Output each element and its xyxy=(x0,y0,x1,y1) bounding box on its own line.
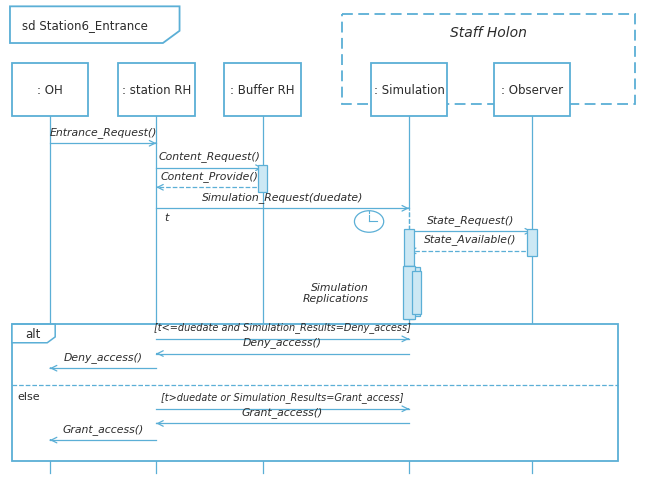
Text: State_Request(): State_Request() xyxy=(427,215,514,225)
Bar xyxy=(258,166,267,193)
Text: : Buffer RH: : Buffer RH xyxy=(231,84,295,97)
Text: [t<=duedate and Simulation_Results=Deny_access]: [t<=duedate and Simulation_Results=Deny_… xyxy=(154,322,411,333)
Bar xyxy=(371,63,447,117)
Text: Staff Holon: Staff Holon xyxy=(450,26,527,40)
Text: sd Station6_Entrance: sd Station6_Entrance xyxy=(22,19,148,32)
Polygon shape xyxy=(12,325,55,343)
Text: [t>duedate or Simulation_Results=Grant_access]: [t>duedate or Simulation_Results=Grant_a… xyxy=(162,392,404,403)
Text: Deny_access(): Deny_access() xyxy=(64,351,142,362)
Text: Deny_access(): Deny_access() xyxy=(243,337,322,347)
Bar xyxy=(12,325,618,461)
Text: Content_Provide(): Content_Provide() xyxy=(160,171,259,182)
Text: : station RH: : station RH xyxy=(122,84,191,97)
Bar xyxy=(118,63,194,117)
Bar xyxy=(412,267,420,316)
Text: Grant_access(): Grant_access() xyxy=(63,423,144,434)
Text: Entrance_Request(): Entrance_Request() xyxy=(49,127,157,138)
Bar xyxy=(11,63,88,117)
Text: alt: alt xyxy=(25,327,41,340)
Bar xyxy=(225,63,301,117)
Bar xyxy=(225,63,301,117)
Bar xyxy=(412,271,421,314)
Text: : Simulation: : Simulation xyxy=(374,84,444,97)
Bar xyxy=(371,63,447,117)
Bar xyxy=(527,229,537,256)
Text: else: else xyxy=(17,391,40,401)
Text: t: t xyxy=(164,213,169,223)
Bar xyxy=(342,15,635,105)
Bar xyxy=(404,229,414,266)
Text: Content_Request(): Content_Request() xyxy=(158,151,261,162)
Text: Grant_access(): Grant_access() xyxy=(242,407,323,417)
Bar xyxy=(11,63,88,117)
Text: Simulation
Replications: Simulation Replications xyxy=(303,282,369,304)
Bar xyxy=(404,266,414,320)
Text: : OH: : OH xyxy=(37,84,63,97)
Bar xyxy=(118,63,194,117)
Text: : Observer: : Observer xyxy=(501,84,563,97)
Bar xyxy=(494,63,571,117)
Text: Simulation_Request(duedate): Simulation_Request(duedate) xyxy=(202,192,363,203)
Bar xyxy=(494,63,571,117)
Bar xyxy=(403,266,415,320)
Polygon shape xyxy=(10,7,180,44)
Text: State_Available(): State_Available() xyxy=(424,234,517,245)
